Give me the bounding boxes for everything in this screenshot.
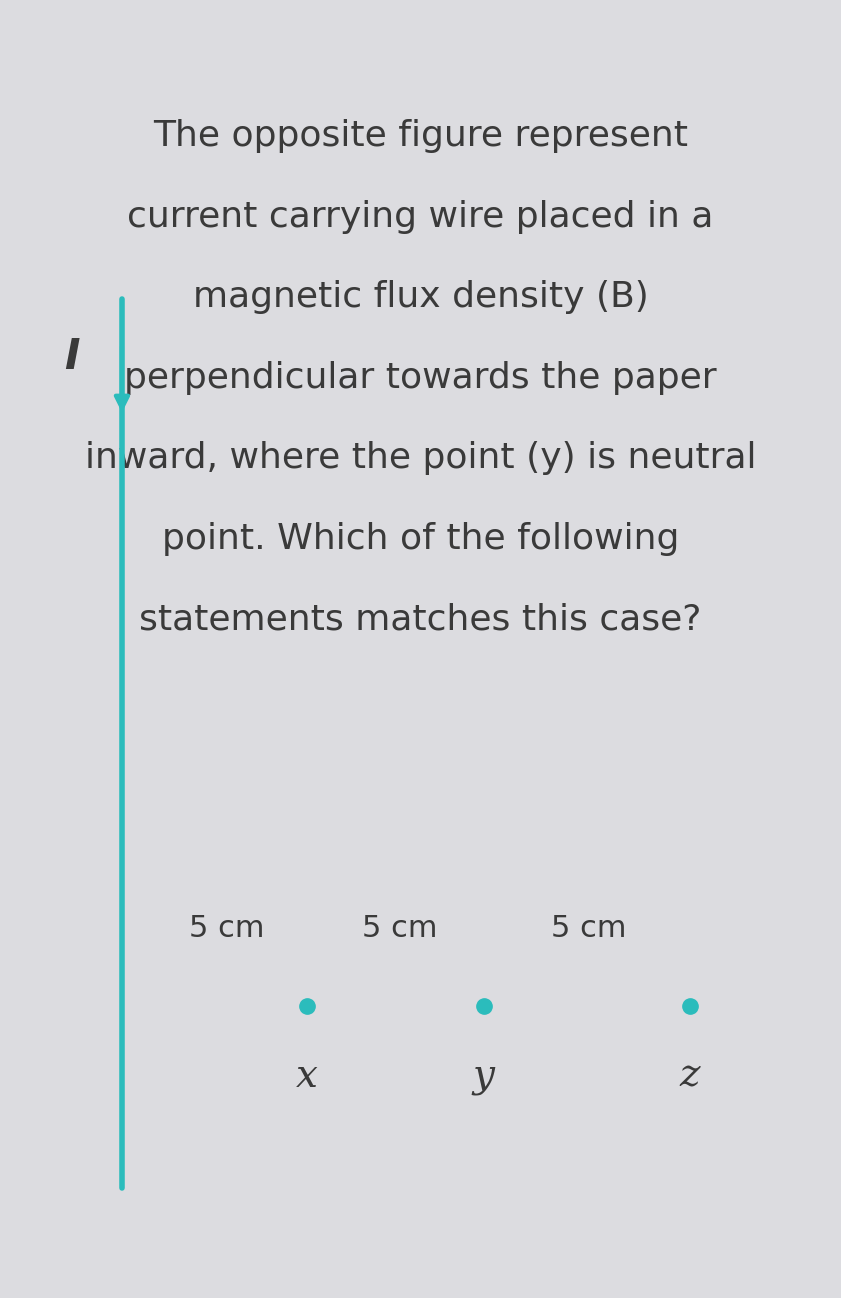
- Text: current carrying wire placed in a: current carrying wire placed in a: [127, 200, 714, 234]
- Text: 5 cm: 5 cm: [189, 914, 265, 942]
- Text: x: x: [296, 1058, 318, 1096]
- Text: The opposite figure represent: The opposite figure represent: [153, 119, 688, 153]
- Text: 5 cm: 5 cm: [551, 914, 627, 942]
- Text: 5 cm: 5 cm: [362, 914, 437, 942]
- Text: magnetic flux density (B): magnetic flux density (B): [193, 280, 648, 314]
- Text: statements matches this case?: statements matches this case?: [140, 602, 701, 636]
- Text: perpendicular towards the paper: perpendicular towards the paper: [124, 361, 717, 395]
- Text: I: I: [64, 336, 79, 378]
- Text: y: y: [473, 1058, 495, 1096]
- Text: z: z: [680, 1058, 700, 1096]
- Text: point. Which of the following: point. Which of the following: [161, 522, 680, 556]
- Text: inward, where the point (y) is neutral: inward, where the point (y) is neutral: [85, 441, 756, 475]
